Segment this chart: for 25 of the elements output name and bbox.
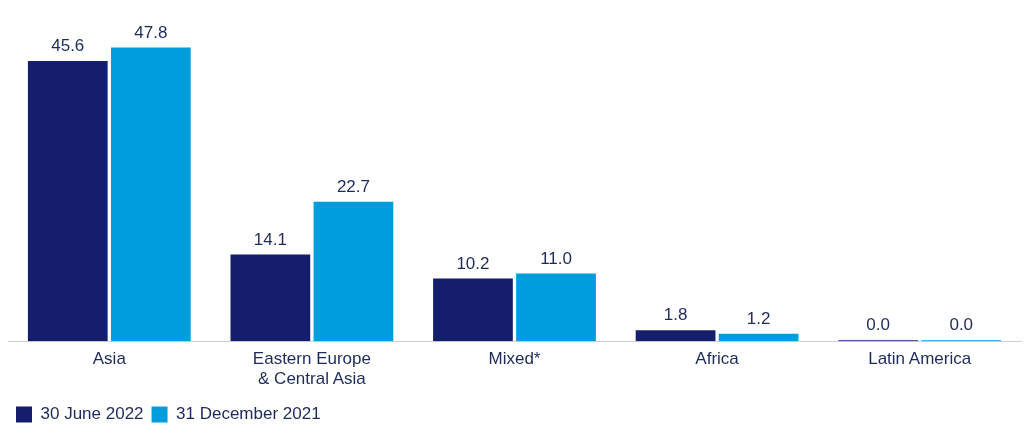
data-label: 22.7 bbox=[336, 176, 370, 196]
x-tick-label: Latin America bbox=[868, 349, 972, 369]
x-tick-label: Africa bbox=[695, 349, 740, 369]
data-label: 1.2 bbox=[746, 309, 771, 329]
data-label: 47.8 bbox=[134, 22, 168, 42]
data-label: 1.8 bbox=[663, 305, 688, 325]
bar bbox=[313, 201, 394, 342]
bar bbox=[718, 333, 799, 342]
bar bbox=[230, 254, 311, 342]
x-tick-label: Eastern Europe & Central Asia bbox=[252, 349, 371, 389]
legend-label: 30 June 2022 bbox=[40, 404, 144, 424]
x-tick-label: Asia bbox=[92, 349, 127, 369]
x-tick-label: Mixed* bbox=[488, 349, 541, 369]
data-label: 0.0 bbox=[866, 315, 890, 335]
legend-label: 31 December 2021 bbox=[176, 404, 321, 424]
bar bbox=[110, 47, 191, 342]
data-label: 10.2 bbox=[456, 253, 490, 273]
bar bbox=[27, 61, 108, 342]
data-label: 0.0 bbox=[949, 315, 974, 335]
data-label: 14.1 bbox=[253, 229, 287, 249]
data-label: 11.0 bbox=[540, 248, 572, 268]
bar bbox=[516, 273, 596, 342]
data-label: 45.6 bbox=[51, 36, 85, 56]
bar bbox=[635, 330, 716, 342]
bar bbox=[433, 278, 513, 342]
